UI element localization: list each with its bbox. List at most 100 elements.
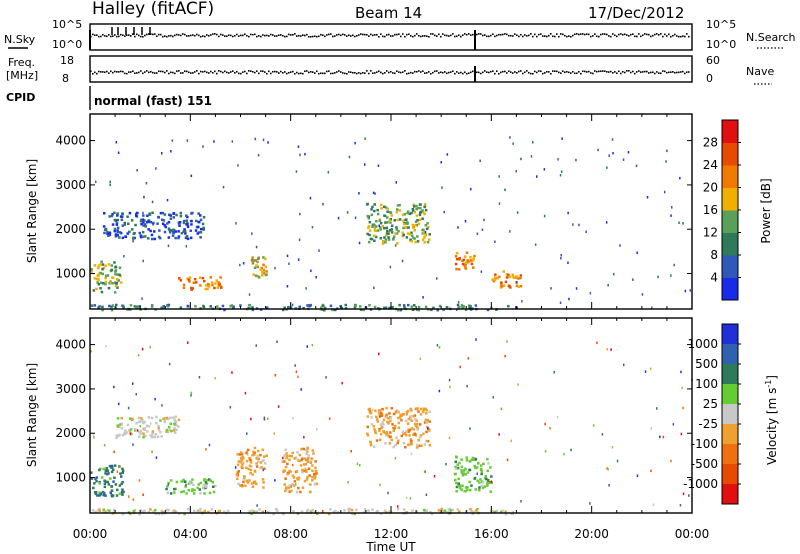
data-cell: [416, 206, 420, 210]
freq-point: [342, 72, 344, 74]
data-cell: [476, 232, 479, 235]
data-cell: [412, 205, 416, 208]
data-cell: [384, 206, 388, 209]
data-cell: [114, 272, 117, 276]
data-cell: [102, 282, 105, 285]
data-cell: [427, 427, 429, 430]
freq-point: [630, 71, 632, 74]
data-cell: [121, 236, 125, 240]
freq-point: [94, 71, 96, 74]
data-cell: [493, 510, 497, 514]
data-cell: [283, 460, 286, 463]
data-cell: [246, 481, 250, 484]
freq-point: [336, 71, 338, 73]
nsky-panel: N.Sky 10^5 10^0 10^5 10^0 N.Search: [4, 18, 796, 51]
data-cell: [93, 482, 96, 485]
data-cell: [315, 469, 318, 473]
data-cell: [207, 282, 210, 286]
nsky-point: [618, 33, 620, 36]
data-cell: [376, 420, 380, 423]
data-cell: [424, 234, 428, 237]
freq-point: [530, 72, 532, 75]
data-cell: [419, 413, 423, 416]
data-cell: [123, 221, 126, 225]
data-cell: [480, 270, 483, 273]
data-cell: [419, 206, 422, 210]
data-cell: [502, 284, 506, 287]
data-cell: [396, 204, 400, 207]
data-cell: [108, 304, 111, 308]
nsky-point: [486, 35, 488, 38]
freq-point: [414, 70, 416, 73]
nsky-point: [514, 33, 516, 35]
data-cell: [111, 304, 115, 307]
data-cell: [94, 491, 98, 494]
data-cell: [366, 232, 369, 236]
data-cell: [300, 510, 304, 513]
data-cell: [205, 482, 208, 486]
data-cell: [486, 457, 489, 461]
data-cell: [665, 160, 667, 163]
data-cell: [309, 483, 312, 486]
nsky-point: [644, 33, 646, 35]
data-cell: [469, 507, 472, 511]
data-cell: [219, 284, 222, 288]
nsky-point: [104, 35, 106, 37]
data-cell: [391, 423, 394, 426]
nsky-point: [224, 35, 226, 37]
data-cell: [441, 186, 443, 189]
data-cell: [121, 469, 125, 473]
data-cell: [264, 265, 267, 268]
data-cell: [107, 263, 111, 266]
data-cell: [470, 187, 472, 191]
nsky-point: [318, 35, 320, 38]
data-cell: [394, 443, 397, 447]
data-cell: [516, 281, 518, 284]
data-cell: [95, 479, 98, 483]
data-cell: [99, 271, 103, 275]
data-cell: [464, 220, 467, 223]
data-cell: [409, 238, 412, 241]
data-cell: [385, 415, 389, 419]
data-cell: [597, 148, 599, 152]
data-cell: [479, 478, 482, 481]
nsky-point: [130, 35, 132, 37]
freq-point: [574, 72, 576, 75]
nsky-point: [492, 33, 494, 35]
nsky-point: [484, 34, 486, 36]
data-cell: [323, 309, 326, 312]
data-cell: [207, 510, 210, 514]
data-cell: [94, 510, 98, 514]
data-cell: [372, 408, 374, 411]
nsky-point: [462, 34, 464, 36]
nsky-point: [620, 33, 622, 35]
data-cell: [120, 423, 123, 427]
data-cell: [384, 431, 387, 435]
data-cell: [239, 456, 243, 460]
data-cell: [231, 140, 234, 143]
data-cell: [483, 485, 486, 488]
data-cell: [168, 213, 171, 216]
data-cell: [492, 396, 494, 399]
nsky-point: [328, 33, 330, 36]
data-cell: [293, 480, 297, 483]
data-cell: [449, 385, 451, 389]
data-cell: [166, 222, 169, 225]
data-cell: [416, 428, 419, 431]
nsky-point: [626, 34, 628, 36]
data-cell: [520, 500, 522, 503]
freq-point: [354, 71, 356, 74]
data-cell: [275, 509, 279, 512]
data-cell: [210, 508, 214, 511]
data-cell: [267, 141, 269, 144]
data-cell: [133, 305, 137, 308]
data-cell: [313, 477, 316, 480]
nsky-point: [454, 35, 456, 38]
data-cell: [418, 423, 422, 426]
data-cell: [125, 431, 128, 434]
data-cell: [118, 236, 121, 239]
data-cell: [155, 167, 157, 170]
data-cell: [116, 488, 119, 492]
data-cell: [211, 481, 214, 484]
data-cell: [107, 234, 110, 237]
